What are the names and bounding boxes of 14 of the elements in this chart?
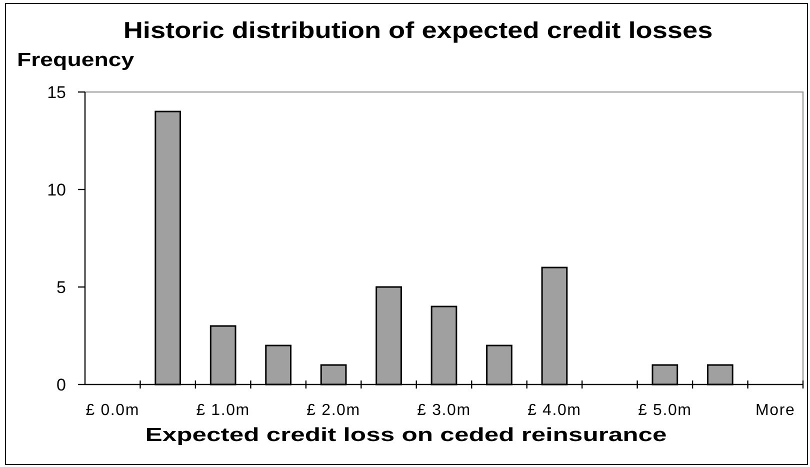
x-tick-label: £ 4.0m xyxy=(528,402,582,419)
y-tick-label: 15 xyxy=(47,82,66,102)
y-tick-label: 5 xyxy=(56,278,66,296)
y-axis-title: Frequency xyxy=(17,50,134,70)
x-tick-label: £ 0.0m xyxy=(86,402,140,419)
y-tick-label: 10 xyxy=(47,180,66,199)
chart-title: Historic distribution of expected credit losses xyxy=(123,18,713,44)
y-tick-label: 0 xyxy=(56,375,66,394)
x-axis-title: Expected credit loss on ceded reinsurance xyxy=(145,424,667,446)
x-tick-label: £ 3.0m xyxy=(417,402,471,419)
x-tick-label: £ 2.0m xyxy=(306,402,360,419)
x-tick-label: £ 1.0m xyxy=(196,402,250,419)
x-tick-label: £ 5.0m xyxy=(638,402,692,419)
x-tick-label: More xyxy=(756,402,796,419)
